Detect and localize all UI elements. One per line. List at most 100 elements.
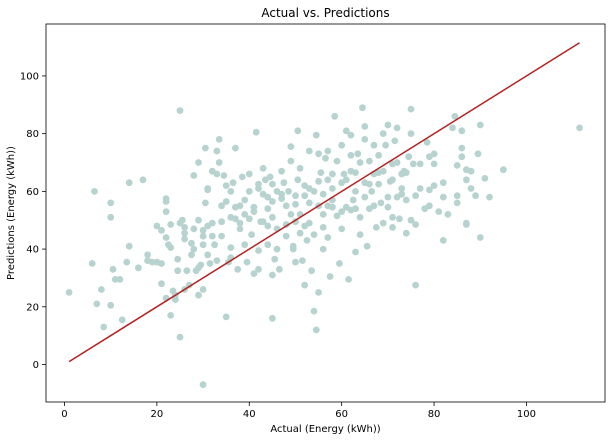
scatter-point <box>259 164 267 172</box>
scatter-point <box>269 314 276 322</box>
scatter-point <box>188 239 195 247</box>
scatter-point <box>278 190 285 198</box>
scatter-point <box>195 291 202 299</box>
scatter-point <box>264 222 272 230</box>
scatter-point <box>407 105 415 113</box>
scatter-point <box>282 221 290 228</box>
scatter-point <box>333 212 341 220</box>
scatter-point <box>329 203 336 211</box>
scatter-point <box>396 215 403 223</box>
scatter-point <box>576 124 583 132</box>
scatter-point <box>292 192 299 200</box>
scatter-point <box>389 224 396 231</box>
scatter-point <box>199 241 207 249</box>
y-tick-label: 40 <box>26 245 39 256</box>
scatter-point <box>319 190 327 198</box>
scatter-point <box>319 245 327 253</box>
scatter-point <box>356 159 364 166</box>
scatter-point <box>389 213 396 221</box>
scatter-point <box>264 241 272 249</box>
scatter-point <box>305 147 313 155</box>
scatter-point <box>391 137 399 145</box>
y-tick-label: 60 <box>26 187 39 198</box>
scatter-point <box>218 202 226 210</box>
scatter-point <box>458 127 466 135</box>
scatter-point <box>248 231 256 239</box>
scatter-point <box>243 258 251 266</box>
scatter-point <box>250 203 258 211</box>
scatter-point <box>342 176 350 184</box>
scatter-point <box>232 144 239 152</box>
scatter-point <box>315 150 322 158</box>
scatter-point <box>338 141 346 149</box>
scatter-point <box>345 276 352 283</box>
scatter-point <box>324 147 332 155</box>
scatter-point <box>294 127 302 135</box>
scatter-point <box>299 257 306 264</box>
scatter-point <box>176 107 184 114</box>
scatter-point <box>250 270 258 277</box>
scatter-point <box>107 301 115 309</box>
scatter-point <box>273 245 281 253</box>
scatter-point <box>93 300 101 308</box>
scatter-point <box>158 280 165 288</box>
scatter-point <box>289 242 297 250</box>
scatter-point <box>227 188 235 195</box>
scatter-point <box>135 264 142 272</box>
scatter-point <box>375 180 382 188</box>
scatter-point <box>463 176 470 184</box>
scatter-point <box>259 218 267 226</box>
scatter-point <box>195 216 202 224</box>
scatter-point <box>301 281 309 289</box>
scatter-point <box>312 326 320 334</box>
scatter-point <box>266 173 274 181</box>
scatter-point <box>227 244 235 252</box>
x-tick-label: 20 <box>151 409 164 420</box>
x-axis: 0 20 40 60 80 100 <box>61 402 536 420</box>
scatter-point <box>379 130 387 138</box>
scatter-point <box>377 199 385 207</box>
scatter-point <box>204 251 212 259</box>
scatter-point <box>236 225 244 233</box>
y-tick-label: 20 <box>26 302 39 313</box>
scatter-point <box>91 188 98 195</box>
scatter-point <box>324 176 332 184</box>
scatter-point <box>162 208 170 216</box>
scatter-point <box>359 104 366 112</box>
scatter-point <box>199 226 207 234</box>
scatter-point <box>215 159 223 166</box>
scatter-point <box>389 176 396 184</box>
scatter-point <box>296 229 304 237</box>
scatter-point <box>213 257 221 264</box>
scatter-point <box>310 307 318 315</box>
scatter-point <box>402 196 410 204</box>
scatter-point <box>312 131 320 139</box>
scatter-point <box>229 179 237 187</box>
y-axis: 0 20 40 60 80 100 <box>20 71 46 371</box>
scatter-point <box>439 237 447 244</box>
scatter-point <box>319 211 327 218</box>
y-axis-title: Predictions (Energy (kWh)) <box>6 146 17 280</box>
scatter-point <box>476 121 484 129</box>
x-tick-label: 0 <box>61 409 67 420</box>
scatter-point <box>363 242 371 250</box>
scatter-point <box>190 245 198 253</box>
scatter-point <box>167 244 175 252</box>
scatter-point <box>301 192 309 200</box>
scatter-point <box>370 141 378 149</box>
scatter-point <box>467 167 475 175</box>
scatter-point <box>245 215 253 223</box>
scatter-point <box>486 193 493 201</box>
scatter-point <box>324 234 332 241</box>
scatter-point <box>241 241 249 249</box>
scatter-point <box>405 153 413 161</box>
identity-line <box>68 42 580 363</box>
scatter-point <box>310 231 318 239</box>
scatter-point <box>444 211 452 218</box>
scatter-point <box>336 260 343 267</box>
scatter-point <box>109 265 117 273</box>
scatter-point <box>384 193 392 201</box>
scatter-point <box>292 258 299 266</box>
plot-frame <box>45 23 606 403</box>
plot-area <box>65 42 583 389</box>
